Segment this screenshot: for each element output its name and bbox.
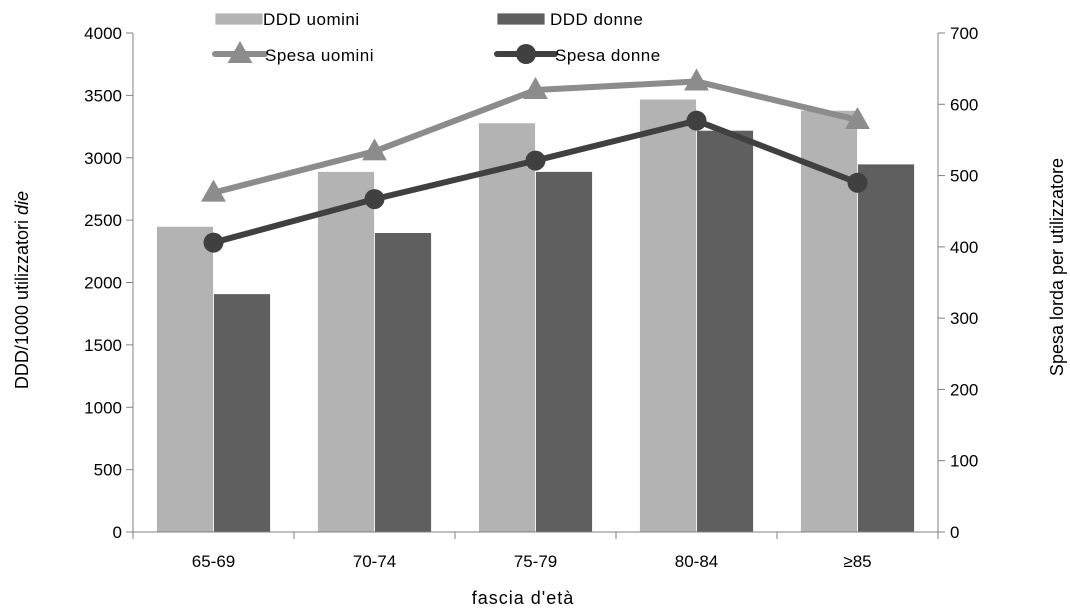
right-tick-label: 100 [950,452,978,471]
right-tick-label: 200 [950,380,978,399]
point-spesa-donne-4 [847,172,868,193]
left-axis-title-italic: die [12,191,32,215]
point-spesa-donne-2 [525,150,546,171]
x-tick-label: 70-74 [353,552,396,571]
right-tick-label: 500 [950,167,978,186]
point-spesa-donne-1 [364,189,385,210]
bar-ddd-uomini-3 [639,98,697,533]
left-tick-label: 500 [94,461,122,480]
bar-ddd-uomini-0 [156,225,214,533]
bar-ddd-donne-0 [213,293,271,533]
legend-marker-spesa-donne [516,44,536,64]
left-tick-label: 2000 [84,274,122,293]
legend-swatch-ddd-uomini [214,12,264,26]
point-spesa-uomini-1 [362,138,387,161]
right-axis-title: Spesa lorda per utilizzatore [1047,158,1067,376]
bar-ddd-donne-3 [696,129,754,533]
point-spesa-uomini-4 [845,106,870,129]
left-axis-title-main: DDD/1000 utilizzatori [12,220,32,389]
right-tick-label: 700 [950,24,978,43]
left-tick-label: 4000 [84,24,122,43]
x-tick-label: 65-69 [192,552,235,571]
point-spesa-uomini-0 [201,179,226,202]
legend: DDD uomini DDD donne Spesa uomini Spesa don… [212,10,661,65]
bar-ddd-donne-1 [374,232,432,533]
bars-layer [156,98,915,533]
point-spesa-uomini-3 [684,68,709,91]
legend-swatch-ddd-donne [496,12,546,26]
legend-label-spesa-uomini: Spesa uomini [265,46,374,65]
bar-ddd-uomini-1 [317,171,375,533]
point-spesa-donne-0 [203,232,224,253]
left-tick-label: 0 [113,523,122,542]
x-tick-label: 80-84 [675,552,718,571]
legend-label-ddd-donne: DDD donne [550,10,643,29]
point-spesa-uomini-2 [523,77,548,100]
legend-label-spesa-donne: Spesa donne [555,46,661,65]
lines-layer [201,68,870,253]
left-tick-label: 3000 [84,149,122,168]
axes-layer: 0 500 1000 1500 2000 2500 3000 3500 4000 0 100 200 3… [84,24,978,571]
right-tick-label: 600 [950,95,978,114]
left-tick-label: 1000 [84,398,122,417]
bar-ddd-donne-4 [857,163,915,533]
right-tick-label: 0 [950,523,959,542]
point-spesa-donne-3 [686,110,707,131]
left-tick-label: 3500 [84,86,122,105]
x-tick-label: ≥85 [843,552,871,571]
left-tick-label: 2500 [84,211,122,230]
right-tick-label: 300 [950,309,978,328]
x-tick-label: 75-79 [514,552,557,571]
x-axis-title: fascia d'età [472,588,575,608]
bar-ddd-uomini-2 [478,122,536,533]
right-tick-label: 400 [950,238,978,257]
left-axis-title: DDD/1000 utilizzatori die [12,191,32,389]
bar-ddd-donne-2 [535,171,593,533]
legend-label-ddd-uomini: DDD uomini [263,10,360,29]
legend-marker-spesa-uomini [227,41,253,63]
left-tick-label: 1500 [84,336,122,355]
